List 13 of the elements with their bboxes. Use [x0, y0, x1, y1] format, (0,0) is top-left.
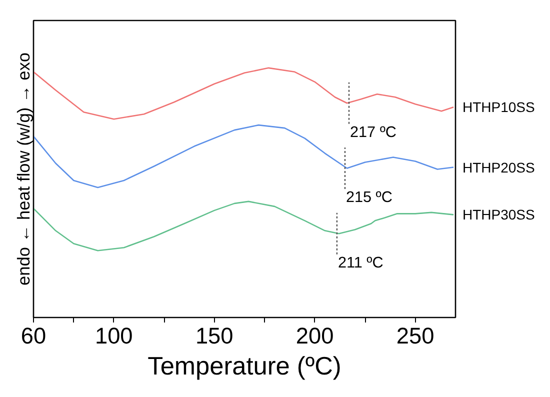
x-tick-label: 100 — [94, 322, 133, 348]
x-tick-label: 200 — [296, 322, 334, 348]
series-label: HTHP20SS — [462, 159, 535, 176]
annotation: 211 ºC — [338, 254, 384, 272]
x-tick-label: 60 — [20, 322, 46, 348]
annotation: 217 ºC — [350, 124, 397, 141]
series-label: HTHP10SS — [462, 99, 535, 116]
y-axis-title: endo ← heat flow (w/g) → exo — [14, 52, 34, 286]
x-tick-label: 150 — [195, 322, 234, 348]
series-label: HTHP30SS — [462, 206, 535, 223]
annotation: 215 ºC — [346, 189, 392, 206]
x-axis-title: Temperature (ºC) — [148, 352, 342, 380]
x-tick-label: 250 — [396, 322, 434, 348]
